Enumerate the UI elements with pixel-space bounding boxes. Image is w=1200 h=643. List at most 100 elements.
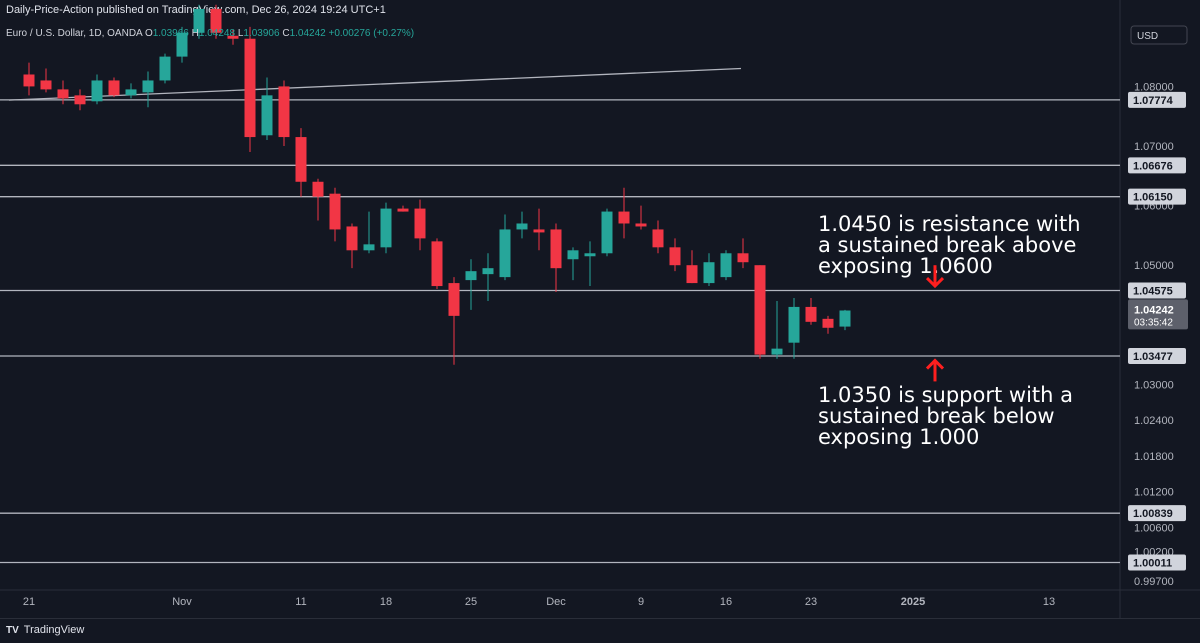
time-tick-label: 18 [380,596,392,608]
candle-body [40,80,52,90]
candle-body [652,229,664,248]
candle-body [278,86,290,138]
level-price-label: 1.00011 [1133,558,1172,570]
annotation-arrowhead-icon [925,276,945,289]
price-tick-label: 1.01800 [1134,451,1174,463]
candle-body [686,265,698,284]
level-price-tag [1128,505,1186,522]
time-tick-label: 16 [720,596,732,608]
candle-body [720,253,732,278]
level-price-label: 1.03477 [1133,351,1173,363]
candle-body [23,74,35,87]
candle-body [567,250,579,260]
tradingview-brand: TV TradingView [6,624,84,636]
candle-body [414,208,426,239]
price-tick-label: 1.08000 [1134,81,1174,93]
candle-body [669,247,681,266]
candle-body [635,223,647,227]
candle-body [448,283,460,316]
level-price-tag [1128,554,1186,571]
candle-body [91,80,103,102]
bar-countdown-label: 03:35:42 [1134,317,1173,328]
ohlc-key: L [238,28,244,39]
candle-body [363,244,375,251]
ohlc-value: 1.04242 [290,28,329,39]
candle-body [261,95,273,136]
level-price-label: 1.00839 [1133,508,1173,520]
level-price-label: 1.06676 [1133,160,1173,172]
symbol-name: Euro / U.S. Dollar, 1D, OANDA [6,28,145,39]
footer-bar: TV TradingView [0,618,1200,643]
tradingview-logo-icon: TV [6,625,19,636]
candle-body [584,253,596,257]
level-price-tag [1128,188,1186,205]
annotation-text: 1.0450 is resistance with [818,212,1081,236]
candle-body [312,181,324,197]
candle-body [499,229,511,278]
price-tick-label: 0.99700 [1134,576,1174,588]
symbol-legend: Euro / U.S. Dollar, 1D, OANDA O1.03966 H… [6,28,414,39]
candle-body [142,80,154,93]
ohlc-key: C [282,28,289,39]
candle-body [329,193,341,230]
level-price-label: 1.07774 [1133,95,1174,107]
candle-body [737,253,749,263]
level-price-tag [1128,347,1186,364]
price-tick-label: 1.03000 [1134,379,1174,391]
candle-body [227,35,239,39]
candle-body [193,8,205,33]
ohlc-key: O [145,28,153,39]
annotation-text: 1.0350 is support with a [818,383,1073,407]
candle-body [176,32,188,57]
price-tick-label: 1.00600 [1134,522,1174,534]
annotation-text: a sustained break above [818,233,1076,257]
ohlc-key: H [192,28,199,39]
candle-body [108,80,120,96]
candle-body [482,268,494,275]
time-tick-label: 2025 [901,596,925,608]
candle-body [788,306,800,343]
candle-body [618,211,630,224]
time-tick-label: 23 [805,596,817,608]
annotation-text: exposing 1.000 [818,425,979,449]
time-tick-label: 9 [638,596,644,608]
price-tick-label: 1.05000 [1134,260,1174,272]
candle-body [125,89,137,96]
candle-body [431,241,443,287]
ohlc-value: 1.03906 [243,28,282,39]
price-tick-label: 1.02400 [1134,415,1174,427]
ohlc-value: 1.03966 [153,28,192,39]
brand-label: TradingView [23,624,85,636]
current-price-label: 1.04242 [1134,304,1174,316]
time-tick-label: 21 [23,596,35,608]
candle-body [465,271,477,281]
level-price-label: 1.04575 [1133,286,1173,298]
candle-body [754,265,766,355]
candle-body [159,56,171,81]
price-tick-label: 1.01200 [1134,487,1174,499]
time-tick-label: 25 [465,596,477,608]
candle-body [210,8,222,33]
annotation-text: exposing 1.0600 [818,254,993,278]
level-price-label: 1.06150 [1133,192,1173,204]
level-price-tag [1128,91,1186,108]
candle-body [771,348,783,355]
candle-body [601,211,613,254]
time-tick-label: Nov [172,596,192,608]
annotation-arrowhead-icon [925,358,945,370]
level-price-tag [1128,282,1186,299]
ohlc-value: 1.04248 [199,28,238,39]
candle-body [516,223,528,230]
candle-body [550,229,562,269]
annotation-text: sustained break below [818,404,1055,428]
candle-body [533,229,545,233]
candle-body [74,95,86,105]
price-change: +0.00276 (+0.27%) [329,28,415,39]
candle-body [244,38,256,138]
candle-body [805,306,817,322]
candle-body [346,226,358,251]
candle-body [703,262,715,284]
current-price-tag [1128,299,1188,330]
candle-body [295,137,307,182]
